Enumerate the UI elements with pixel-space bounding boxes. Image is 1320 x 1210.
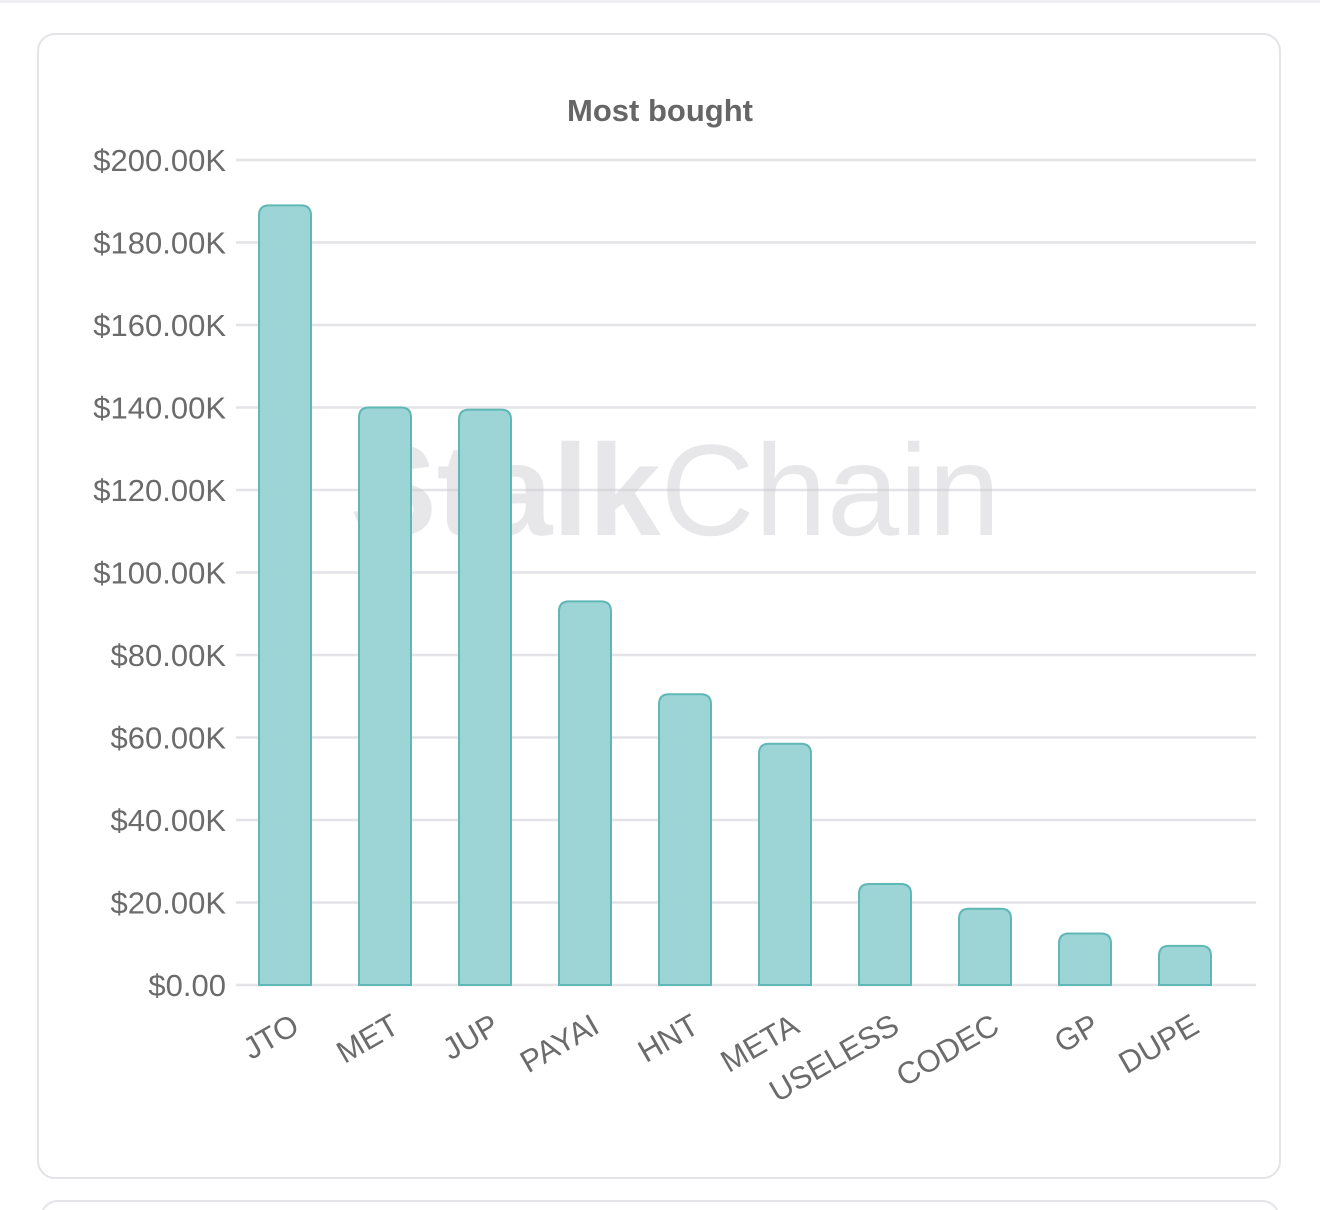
- y-tick-label: $120.00K: [93, 473, 226, 508]
- svg-text:StalkChain: StalkChain: [350, 417, 1000, 563]
- bar-gp: [1058, 932, 1112, 986]
- x-category-label-dupe: DUPE: [1113, 1007, 1205, 1080]
- bar-hnt: [658, 693, 712, 986]
- bar-payai: [558, 600, 612, 986]
- bar-useless: [858, 882, 912, 986]
- y-tick-label: $60.00K: [111, 721, 227, 756]
- top-divider: [0, 0, 1320, 3]
- x-category-label-jto: JTO: [237, 1007, 305, 1066]
- bar-jup: [458, 408, 512, 986]
- chart-title: Most bought: [567, 93, 753, 128]
- y-tick-label: $200.00K: [93, 143, 226, 178]
- watermark: StalkChain: [350, 417, 1000, 563]
- y-tick-label: $160.00K: [93, 308, 226, 343]
- bar-met: [358, 406, 412, 986]
- y-tick-label: $140.00K: [93, 391, 226, 426]
- y-axis-tick-labels: $0.00 $20.00K $40.00K $60.00K $80.00K $100.00…: [93, 143, 226, 1003]
- x-category-label-jup: JUP: [436, 1007, 504, 1067]
- x-category-label-hnt: HNT: [632, 1007, 705, 1069]
- y-tick-label: $180.00K: [93, 226, 226, 261]
- bar-codec: [958, 907, 1012, 986]
- y-tick-label: $80.00K: [111, 638, 227, 673]
- x-category-label-codec: CODEC: [890, 1007, 1004, 1093]
- bar-meta: [758, 742, 812, 986]
- bars: [258, 204, 1212, 986]
- watermark-light-text: Chain: [661, 417, 1001, 563]
- x-category-label-payai: PAYAI: [514, 1007, 605, 1080]
- x-category-label-met: MET: [331, 1007, 405, 1070]
- bar-dupe: [1158, 944, 1212, 986]
- y-tick-label: $20.00K: [111, 886, 227, 921]
- y-tick-label: $40.00K: [111, 803, 227, 838]
- bar-jto: [258, 204, 312, 986]
- x-category-label-gp: GP: [1048, 1007, 1104, 1060]
- chart-card: [37, 33, 1281, 1179]
- y-tick-label: $100.00K: [93, 556, 226, 591]
- y-tick-label: $0.00: [148, 968, 226, 1003]
